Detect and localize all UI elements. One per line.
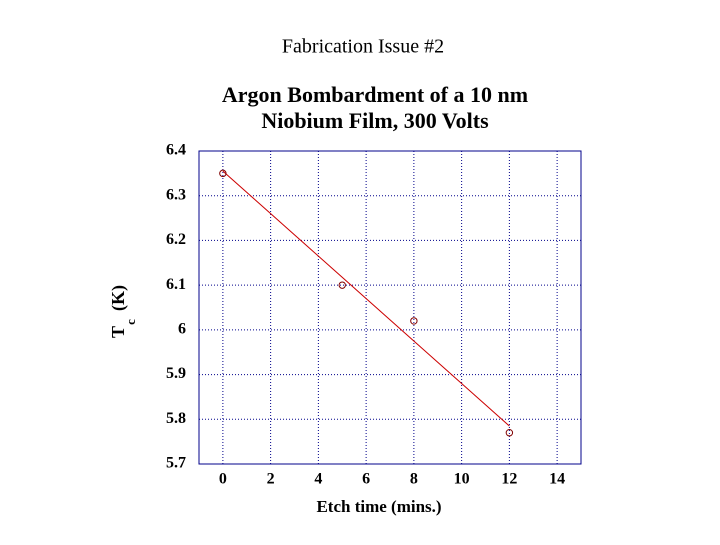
y-tick-label: 5.9 [166, 365, 186, 382]
y-label-main: T [108, 326, 128, 338]
y-tick-label: 6 [178, 321, 186, 338]
x-tick-label: 14 [549, 471, 565, 488]
x-tick-label: 4 [314, 471, 322, 488]
data-point [338, 281, 346, 289]
data-point [410, 317, 418, 325]
data-point [219, 169, 227, 178]
y-label-unit: (K) [108, 285, 129, 311]
y-label-sub: c [123, 319, 138, 325]
x-tick-label: 8 [410, 471, 418, 488]
y-tick-label: 6.1 [166, 276, 186, 293]
page-title: Fabrication Issue #2 [282, 36, 444, 58]
plot-frame [198, 150, 582, 465]
y-tick-label: 6.3 [166, 186, 186, 203]
chart-title: Argon Bombardment of a 10 nm [222, 82, 528, 107]
y-axis-label: T c (K) [108, 285, 138, 338]
y-tick-label: 5.7 [166, 455, 186, 472]
fit-line [222, 170, 510, 427]
x-tick-label: 10 [454, 471, 470, 488]
y-tick-label: 5.8 [166, 410, 186, 427]
x-tick-label: 0 [219, 471, 227, 488]
data-point [505, 429, 514, 437]
x-tick-label: 12 [501, 471, 517, 488]
chart-title: Niobium Film, 300 Volts [261, 108, 489, 133]
x-tick-label: 6 [362, 471, 370, 488]
y-tick-label: 6.4 [166, 142, 186, 159]
x-axis-label: Etch time (mins.) [316, 497, 441, 516]
x-tick-label: 2 [267, 471, 275, 488]
y-tick-label: 6.2 [166, 231, 186, 248]
